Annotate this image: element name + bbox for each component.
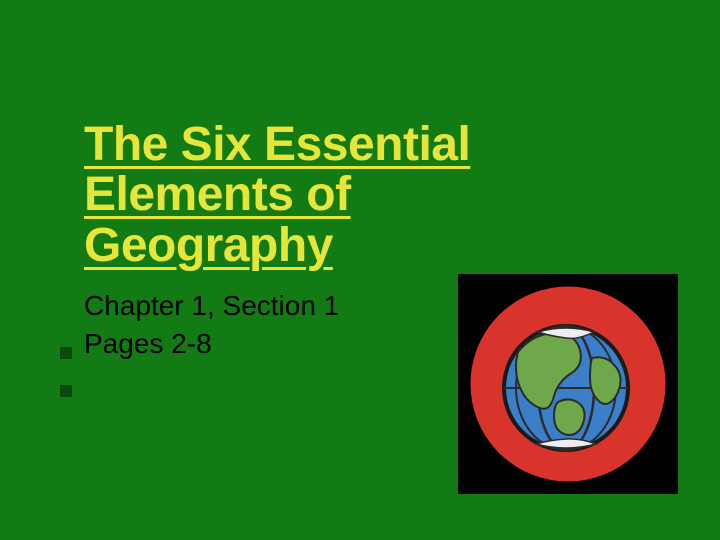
globe-clipart — [458, 274, 678, 494]
globe-icon — [504, 326, 628, 450]
continent-shape — [554, 399, 585, 435]
title-line-3: Geography — [84, 219, 333, 272]
subtitle-line-1: Chapter 1, Section 1 — [84, 290, 339, 321]
slide: The Six Essential Elements of Geography … — [0, 0, 720, 540]
title-line-2: Elements of — [84, 168, 351, 221]
bullet-marker — [60, 384, 72, 396]
bullet-marker — [60, 346, 72, 358]
subtitle-line-2: Pages 2-8 — [84, 328, 212, 359]
title-line-1: The Six Essential — [84, 118, 470, 171]
slide-title: The Six Essential Elements of Geography — [84, 120, 644, 271]
